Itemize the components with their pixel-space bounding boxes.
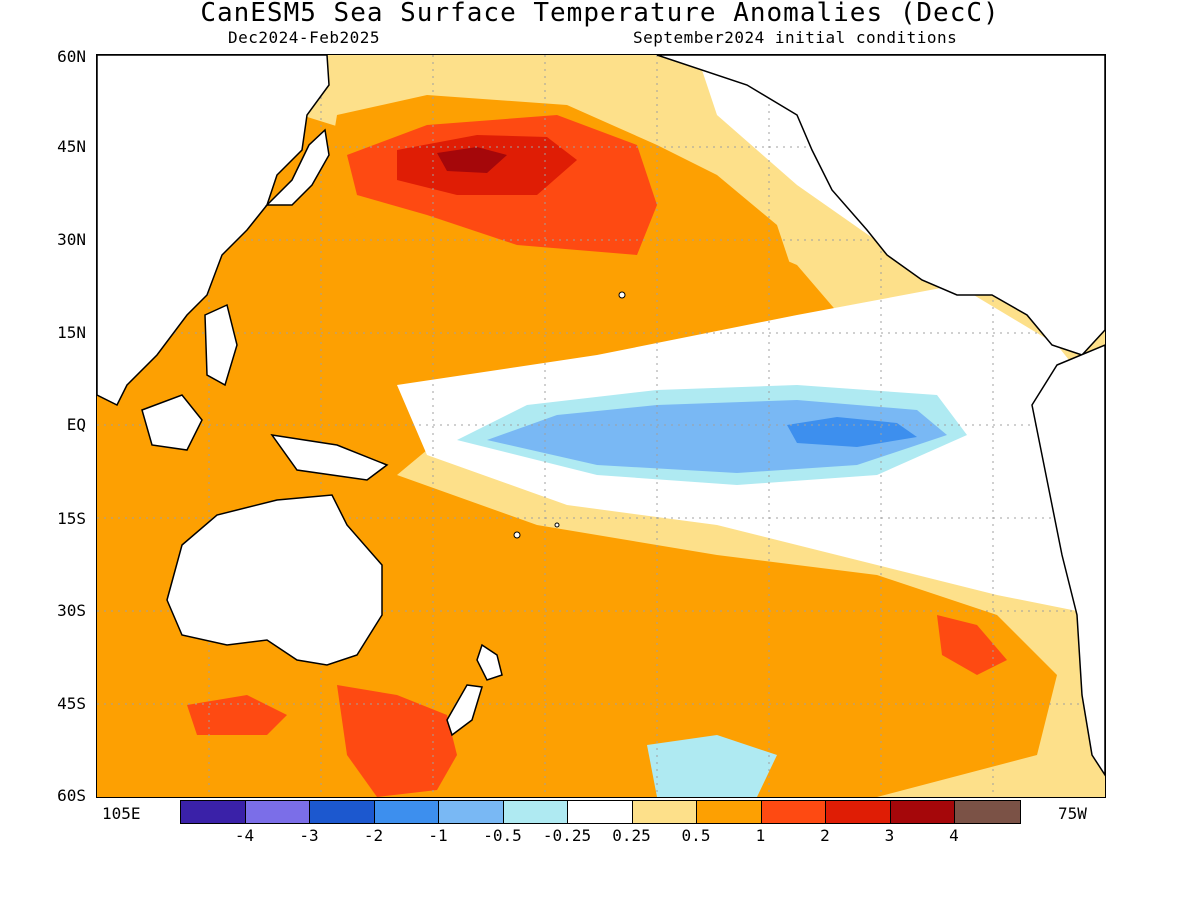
legend-tick-label: -3 <box>299 826 319 845</box>
legend-tick-label: -0.25 <box>542 826 592 845</box>
legend-swatch-1 <box>245 801 310 823</box>
legend-swatch-2 <box>310 801 375 823</box>
island-fiji <box>513 531 521 539</box>
legend-tick-label: 4 <box>949 826 959 845</box>
landmasses <box>97 55 1105 777</box>
legend-tick-label: -2 <box>363 826 384 845</box>
fill-south-red-2 <box>187 695 287 735</box>
lat-label-45n: 45N <box>57 137 86 156</box>
legend-tick-label: 3 <box>884 826 895 845</box>
fill-south-red-1 <box>337 685 457 797</box>
lat-label-60n: 60N <box>57 47 86 66</box>
fill-southeast-red <box>937 615 1007 675</box>
lat-label-15n: 15N <box>57 323 86 342</box>
legend-swatch-10 <box>826 801 891 823</box>
land-japan <box>265 128 330 206</box>
legend-swatch-11 <box>890 801 955 823</box>
land-borneo <box>141 394 203 451</box>
legend-swatch-5 <box>503 801 568 823</box>
lat-label-15s: 15S <box>57 509 86 528</box>
lat-label-60s: 60S <box>57 786 86 805</box>
lat-label-45s: 45S <box>57 694 86 713</box>
sst-anomaly-map <box>96 54 1106 798</box>
legend-tick-label: -1 <box>428 826 448 845</box>
island-samoa <box>554 522 560 528</box>
legend-tick-label: -4 <box>234 826 255 845</box>
land-new-guinea <box>270 433 389 481</box>
legend-swatch-3 <box>374 801 439 823</box>
land-philippines <box>204 303 238 387</box>
legend-swatch-9 <box>761 801 826 823</box>
legend-tick-label: 0.25 <box>612 826 651 845</box>
lon-label-75w: 75W <box>1058 804 1087 823</box>
legend-tick-label: 0.5 <box>681 826 711 845</box>
initial-conditions: September2024 initial conditions <box>633 28 958 47</box>
color-legend <box>180 800 1021 824</box>
map-canvas <box>97 55 1105 797</box>
legend-tick-label: 1 <box>755 826 766 845</box>
legend-swatch-0 <box>181 801 246 823</box>
fill-southern-light <box>647 735 777 797</box>
fill-kuroshio-core <box>437 147 507 173</box>
lat-label-30s: 30S <box>57 601 86 620</box>
land-new-zealand <box>446 643 503 737</box>
lat-label-30n: 30N <box>57 230 86 249</box>
forecast-period: Dec2024-Feb2025 <box>228 28 380 47</box>
lon-label-105e: 105E <box>102 804 141 823</box>
islands <box>513 291 626 539</box>
legend-swatch-4 <box>439 801 504 823</box>
legend-tick-label: -0.5 <box>483 826 522 845</box>
map-title: CanESM5 Sea Surface Temperature Anomalie… <box>200 0 1000 28</box>
island-hawaii <box>618 291 626 299</box>
legend-swatch-8 <box>697 801 762 823</box>
legend-swatch-7 <box>632 801 697 823</box>
legend-swatch-6 <box>568 801 633 823</box>
legend-swatch-12 <box>955 801 1020 823</box>
land-south-america <box>1031 344 1105 777</box>
land-north-america <box>656 55 1105 356</box>
legend-tick-label: 2 <box>820 826 830 845</box>
land-asia <box>97 55 330 407</box>
lat-label-eq: EQ <box>66 415 86 434</box>
land-australia <box>166 494 383 666</box>
